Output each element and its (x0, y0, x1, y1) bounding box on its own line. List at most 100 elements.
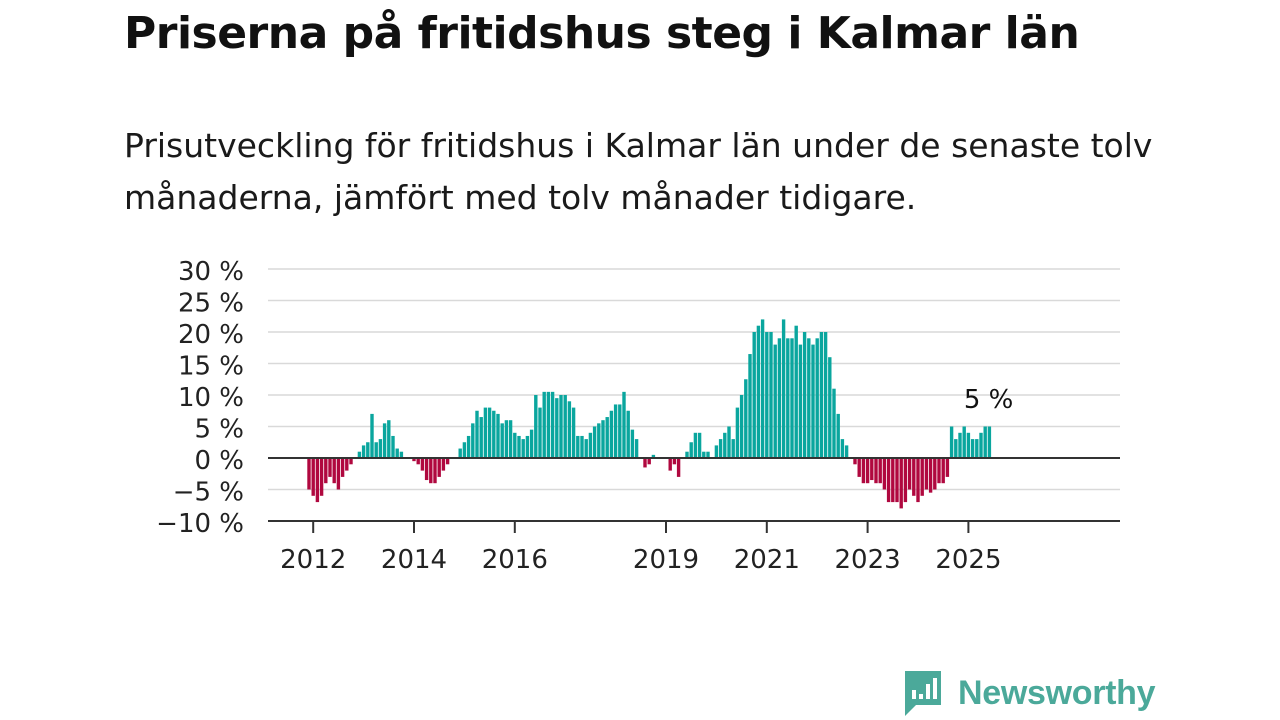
bar (886, 458, 891, 503)
bar (748, 354, 752, 458)
bar (378, 439, 383, 458)
bar (840, 439, 845, 458)
bar (609, 410, 614, 458)
y-tick-label: 5 % (194, 415, 244, 445)
bar (651, 454, 656, 458)
bar (731, 439, 735, 458)
bar (466, 435, 471, 458)
bar (445, 458, 450, 465)
bar (588, 432, 593, 458)
bar (916, 458, 920, 503)
x-tick-label: 2014 (381, 545, 447, 575)
bar (387, 420, 391, 458)
bar (798, 344, 803, 458)
bar (592, 426, 597, 458)
bar (361, 445, 366, 458)
bar (521, 439, 525, 458)
bar (907, 458, 912, 490)
bar (865, 458, 870, 484)
bar (815, 338, 819, 458)
bar (895, 458, 899, 503)
bar (735, 407, 740, 458)
bar (676, 458, 681, 477)
bar (513, 432, 517, 458)
bar (794, 325, 798, 458)
bar (693, 432, 698, 458)
bar (786, 338, 790, 458)
bar (399, 451, 404, 458)
bar (723, 432, 727, 458)
y-tick-label: 30 % (178, 257, 244, 287)
y-tick-label: 15 % (178, 352, 244, 382)
bar (891, 458, 895, 503)
bar (744, 379, 748, 458)
bar (853, 458, 857, 465)
bar (903, 458, 908, 503)
bar (605, 417, 609, 458)
bar (760, 319, 765, 458)
bar (550, 391, 555, 458)
bar (819, 332, 824, 458)
bar (811, 344, 815, 458)
bar (357, 451, 362, 458)
bar (832, 388, 836, 458)
bar (836, 413, 840, 458)
bar (391, 435, 395, 458)
bar (366, 442, 370, 458)
bar (462, 442, 467, 458)
bar (618, 404, 622, 458)
chart-title: Priserna på fritidshus steg i Kalmar län (124, 8, 1080, 59)
y-tick-label: 0 % (194, 446, 244, 476)
bar (622, 391, 626, 458)
bar (529, 429, 534, 458)
bar (697, 432, 702, 458)
bar (580, 435, 584, 458)
bar (584, 439, 588, 458)
bar (458, 448, 462, 458)
bar (647, 458, 651, 465)
bar (975, 439, 979, 458)
bar (790, 338, 794, 458)
bar (945, 458, 950, 477)
bar (395, 448, 399, 458)
bar (340, 458, 345, 477)
bar (517, 435, 521, 458)
bar (429, 458, 433, 484)
bar (319, 458, 324, 496)
y-tick-label: 20 % (178, 320, 244, 350)
bar (571, 407, 576, 458)
bar (928, 458, 933, 493)
bar (882, 458, 887, 490)
bar (844, 445, 849, 458)
x-tick-label: 2025 (935, 545, 1001, 575)
bars (307, 319, 992, 509)
bar (492, 410, 496, 458)
x-tick-label: 2021 (734, 545, 800, 575)
annotations: 5 % (964, 385, 1014, 415)
bar (542, 391, 546, 458)
bar (613, 404, 618, 458)
bar (966, 432, 971, 458)
bar (324, 458, 328, 484)
bar (714, 445, 719, 458)
bar (508, 420, 513, 458)
bar (500, 423, 504, 458)
bar (912, 458, 916, 496)
bar (496, 413, 500, 458)
bar (601, 420, 605, 458)
bar (933, 458, 937, 490)
bar (349, 458, 353, 465)
bar (924, 458, 929, 490)
bar (416, 458, 420, 465)
bar (689, 442, 693, 458)
bar (328, 458, 332, 477)
bar (807, 338, 811, 458)
y-tick-label: −10 % (156, 509, 244, 539)
brand-logo: Newsworthy (902, 668, 1156, 718)
newsworthy-logo-icon (905, 671, 941, 716)
bar (777, 338, 782, 458)
bar (920, 458, 924, 496)
bar (979, 432, 983, 458)
bar (958, 432, 962, 458)
